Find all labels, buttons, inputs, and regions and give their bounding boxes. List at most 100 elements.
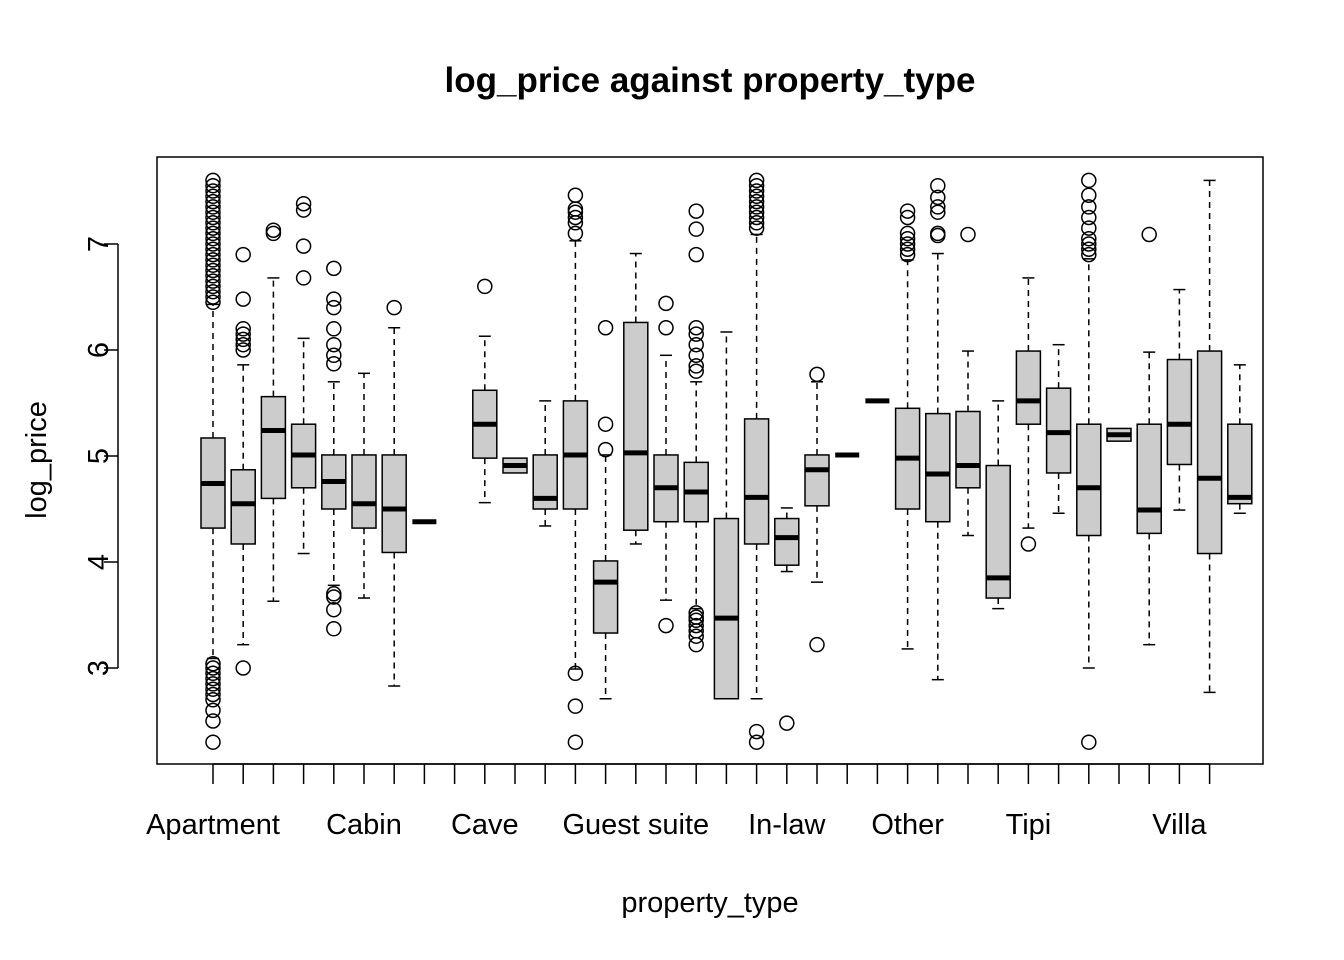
box <box>774 517 800 566</box>
outlier-point <box>899 236 916 252</box>
y-tick-label: 6 <box>83 342 115 358</box>
outlier-point <box>688 221 704 237</box>
box-group <box>925 177 951 681</box>
box-group <box>260 222 287 602</box>
outlier-point <box>809 366 825 383</box>
outlier-point <box>326 586 342 602</box>
outlier-point <box>930 177 946 194</box>
outlier-point <box>930 199 946 215</box>
box-group <box>1227 364 1253 514</box>
outlier-point <box>205 225 221 242</box>
box-group <box>321 260 347 637</box>
chart-title: log_price against property_type <box>445 61 976 100</box>
box-group <box>985 400 1011 610</box>
outlier-point <box>567 201 584 217</box>
box <box>1136 423 1162 535</box>
box-group <box>592 319 619 700</box>
outlier-point <box>688 628 704 644</box>
outlier-point <box>326 621 342 637</box>
outlier-point <box>748 193 765 210</box>
y-axis: 3 4 5 6 7 <box>83 236 119 676</box>
outlier-point <box>205 656 221 672</box>
outlier-point <box>1081 172 1097 189</box>
outlier-point <box>205 262 221 279</box>
outlier-point <box>597 441 614 458</box>
outlier-point <box>205 713 221 729</box>
box-group <box>381 299 407 687</box>
outlier-point <box>658 617 674 634</box>
outlier-point <box>205 215 221 231</box>
outlier-point <box>205 734 221 750</box>
box <box>1076 423 1102 537</box>
box <box>351 454 377 529</box>
outlier-point <box>1081 230 1097 247</box>
outlier-point <box>265 225 282 242</box>
outlier-point <box>235 321 251 337</box>
outlier-point <box>326 260 342 277</box>
outlier-point <box>235 342 251 358</box>
box-group <box>653 295 679 634</box>
box-group <box>955 226 981 537</box>
outlier-point <box>688 636 704 653</box>
outlier-point <box>930 227 946 244</box>
outlier-point <box>205 278 221 295</box>
outlier-point <box>1081 246 1097 263</box>
outlier-point <box>748 209 765 226</box>
outlier-point <box>960 226 976 243</box>
outlier-point <box>567 698 584 714</box>
outlier-point <box>205 252 221 268</box>
outlier-point <box>205 670 221 687</box>
box <box>1015 350 1042 425</box>
outlier-point <box>1081 209 1097 226</box>
outlier-point <box>235 291 251 307</box>
outlier-point <box>205 220 221 236</box>
box <box>804 454 830 507</box>
outlier-point <box>295 238 312 254</box>
outlier-point <box>326 291 342 307</box>
outlier-point <box>205 177 221 194</box>
box-group <box>562 187 589 750</box>
x-tick-label: Other <box>871 809 944 841</box>
outlier-point <box>205 676 221 692</box>
outlier-point <box>688 612 704 629</box>
outlier-point <box>658 295 674 312</box>
box-group <box>804 366 830 653</box>
box-group <box>1196 179 1223 694</box>
outlier-point <box>1081 220 1097 236</box>
outlier-point <box>205 188 221 205</box>
x-tick-label: Apartment <box>146 809 280 841</box>
y-tick-label: 5 <box>83 448 115 464</box>
outlier-point <box>688 319 704 336</box>
box-group <box>743 172 770 750</box>
outlier-point <box>235 326 251 342</box>
outlier-point <box>205 692 221 708</box>
outlier-point <box>899 241 916 258</box>
outlier-point <box>748 188 765 205</box>
outlier-point <box>205 257 221 273</box>
outlier-point <box>295 202 312 218</box>
box <box>925 412 951 523</box>
outlier-point <box>597 416 614 432</box>
box-group <box>1015 277 1042 552</box>
box <box>1166 358 1193 466</box>
outlier-point <box>205 283 221 300</box>
outlier-point <box>567 665 584 682</box>
box-group <box>502 457 528 474</box>
outlier-point <box>748 183 765 199</box>
outlier-point <box>205 199 221 215</box>
outlier-point <box>326 321 342 337</box>
outlier-point <box>477 278 493 295</box>
outlier-point <box>326 347 342 364</box>
x-tick-label: Cave <box>451 809 519 841</box>
outlier-point <box>567 187 584 203</box>
x-axis: Apartment Cabin Cave Guest suite In-law Other… <box>146 763 1211 841</box>
x-axis-title: property_type <box>621 887 798 919</box>
outlier-point <box>1141 226 1157 243</box>
outlier-point <box>779 715 795 731</box>
outlier-point <box>205 236 221 252</box>
outlier-point <box>567 215 584 231</box>
outlier-point <box>688 347 704 364</box>
outlier-point <box>899 230 916 247</box>
box <box>743 418 770 545</box>
